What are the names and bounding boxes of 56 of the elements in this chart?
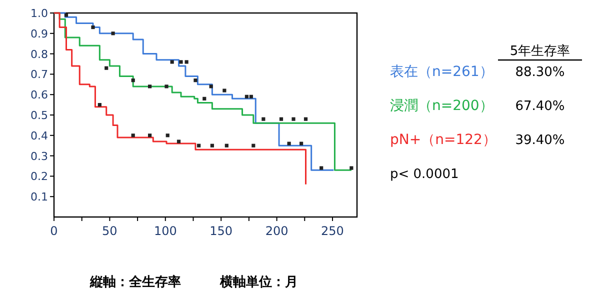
text: p< 0.0001	[390, 167, 459, 182]
x-tick-label: 200	[265, 224, 288, 238]
point	[249, 94, 253, 98]
point	[131, 134, 135, 138]
point	[292, 117, 296, 121]
text: 縦軸：全生存率	[89, 274, 181, 290]
point	[148, 84, 152, 88]
point	[222, 88, 226, 92]
text: 88.30%	[515, 65, 565, 80]
point	[224, 144, 228, 148]
point	[279, 117, 284, 121]
point	[176, 140, 181, 144]
x-tick-label: 150	[210, 224, 233, 238]
y-tick-label: 0.4	[30, 129, 48, 142]
y-tick-label: 0.2	[30, 170, 48, 184]
point	[202, 96, 206, 100]
x-tick-label: 0	[50, 224, 58, 238]
point	[170, 60, 174, 64]
point	[148, 134, 152, 138]
y-tick-label: 0.6	[30, 88, 48, 102]
point	[287, 142, 291, 146]
point	[300, 142, 304, 146]
point	[131, 78, 135, 82]
point	[184, 60, 188, 64]
point	[98, 103, 102, 107]
point	[111, 32, 115, 36]
point	[197, 144, 201, 148]
text: 39.40%	[515, 133, 565, 148]
point	[209, 84, 213, 88]
y-tick-label: 0.8	[30, 48, 48, 61]
point	[164, 84, 168, 88]
point	[91, 25, 95, 30]
point	[244, 94, 249, 98]
y-tick-label: 0.3	[30, 150, 48, 163]
point	[64, 13, 68, 17]
point	[252, 144, 256, 148]
text: 横軸単位：月	[219, 275, 298, 290]
y-tick-label: 0.1	[30, 190, 48, 204]
point	[104, 66, 108, 70]
point	[350, 166, 354, 170]
point	[304, 117, 308, 121]
y-tick-label: 0.5	[30, 109, 48, 122]
y-tick-label: 0.9	[30, 27, 48, 40]
x-tick-label: 100	[154, 224, 177, 238]
point	[194, 78, 198, 82]
point	[262, 117, 266, 121]
point	[210, 144, 214, 148]
point	[166, 134, 170, 138]
x-tick-label: 50	[102, 224, 118, 238]
point	[320, 166, 324, 170]
x-tick-label: 250	[321, 224, 344, 238]
point	[179, 60, 183, 64]
y-tick-label: 0.7	[30, 68, 48, 82]
text: 67.40%	[515, 99, 565, 114]
y-tick-label: 1.0	[30, 7, 48, 20]
legend-title: 5年生存率	[510, 43, 570, 59]
